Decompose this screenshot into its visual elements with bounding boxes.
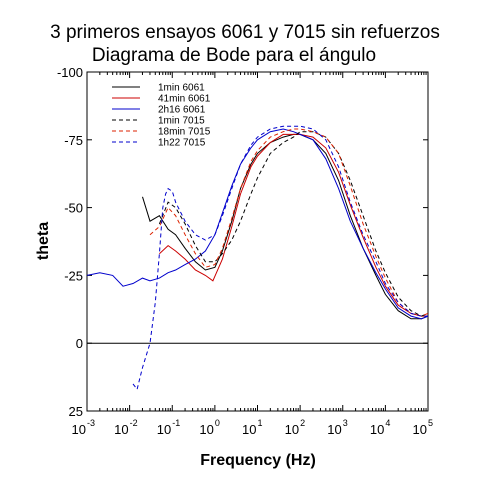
x-tick-exponent: 3 — [343, 418, 348, 428]
series-line-1 — [142, 133, 429, 320]
x-tick-base: 10 — [370, 422, 384, 437]
x-tick-base: 10 — [242, 422, 256, 437]
legend-label: 1min 6061 — [158, 83, 205, 94]
x-tick-label: 10 -2 — [114, 418, 137, 437]
x-tick-base: 10 — [72, 422, 86, 437]
series-line-3 — [86, 128, 429, 320]
y-tick-label: -100 — [57, 65, 83, 80]
x-tick-exponent: 4 — [385, 418, 390, 428]
x-tick-label: 10 -3 — [72, 418, 95, 437]
x-tick-base: 10 — [157, 422, 171, 437]
y-tick-label: -75 — [64, 133, 83, 148]
x-tick-label: 10 1 — [242, 418, 262, 437]
x-tick-label: 10 2 — [285, 418, 305, 437]
x-axis-label: Frequency (Hz) — [200, 452, 316, 469]
x-tick-exponent: 1 — [258, 418, 263, 428]
legend-label: 2h16 6061 — [158, 105, 206, 116]
y-tick-label: -25 — [64, 268, 83, 283]
x-tick-label: 10 5 — [413, 418, 433, 437]
x-axis-ticks: 10 -3 10 -2 10 -1 10 0 10 1 10 2 10 3 10 4 10 5 — [72, 72, 433, 437]
chart-title: 3 primeros ensayos 6061 y 7015 sin refue… — [50, 22, 440, 43]
x-tick-label: 10 -1 — [157, 418, 180, 437]
chart-subtitle: Diagrama de Bode para el ángulo — [92, 45, 376, 66]
x-tick-exponent: -3 — [87, 418, 95, 428]
y-axis-ticks: -100 -75 -50 -25 0 25 — [57, 65, 428, 419]
legend-label: 1min 7015 — [158, 116, 205, 127]
series-line-2 — [159, 133, 428, 317]
y-tick-label: -50 — [64, 201, 83, 216]
x-tick-base: 10 — [327, 422, 341, 437]
y-tick-label: 25 — [69, 404, 83, 419]
x-tick-label: 10 3 — [327, 418, 347, 437]
x-tick-label: 10 0 — [199, 418, 219, 437]
x-tick-base: 10 — [199, 422, 213, 437]
x-tick-exponent: 5 — [428, 418, 433, 428]
x-tick-exponent: -1 — [172, 418, 180, 428]
y-axis-label: theta — [35, 222, 52, 260]
legend-label: 41min 6061 — [158, 94, 211, 105]
x-tick-label: 10 4 — [370, 418, 390, 437]
series-lines — [86, 125, 429, 391]
x-tick-exponent: 0 — [215, 418, 220, 428]
x-tick-base: 10 — [114, 422, 128, 437]
x-tick-base: 10 — [285, 422, 299, 437]
x-tick-exponent: 2 — [300, 418, 305, 428]
x-tick-exponent: -2 — [130, 418, 138, 428]
plot-frame — [86, 71, 429, 412]
y-tick-label: 0 — [76, 336, 83, 351]
series-line-4 — [158, 131, 429, 317]
legend-label: 1h22 7015 — [158, 138, 206, 149]
x-tick-base: 10 — [413, 422, 427, 437]
series-line-5 — [149, 128, 429, 317]
series-line-6 — [132, 125, 428, 391]
legend-label: 18min 7015 — [158, 127, 211, 138]
